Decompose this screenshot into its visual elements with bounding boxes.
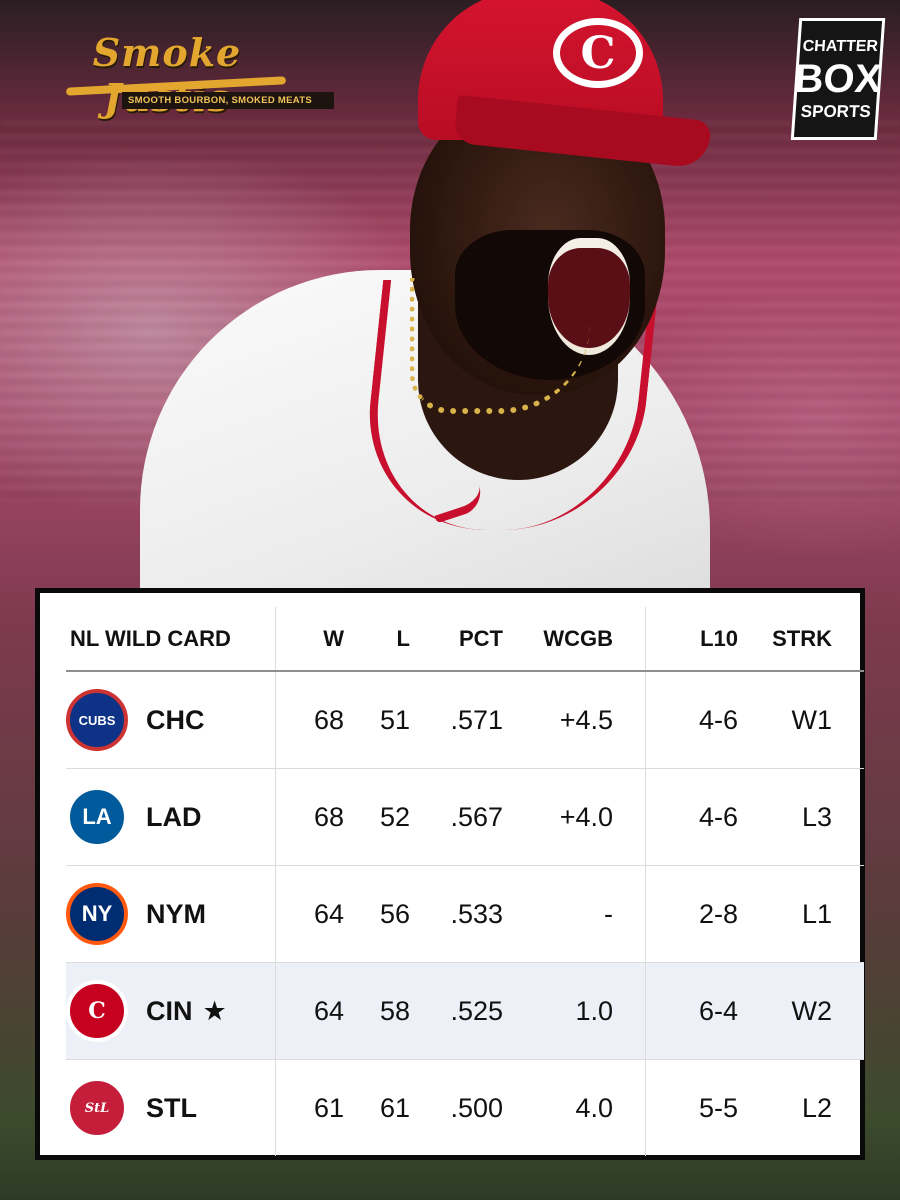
wcgb-cell: - [503,865,646,963]
dodgers-logo-icon: LA [66,786,128,848]
standings-card: NL WILD CARD W L PCT WCGB L10 STRK CUBS … [35,588,865,1160]
table-row: NY NYM 64 56 .533 - 2-8 L1 [66,865,864,963]
header-wcgb: WCGB [503,607,646,672]
header-pct: PCT [410,607,503,672]
l10-cell: 4-6 [645,671,738,769]
standings-table: NL WILD CARD W L PCT WCGB L10 STRK CUBS … [66,607,864,1156]
wins-cell: 61 [313,1092,344,1123]
wcgb-cell: 1.0 [503,962,646,1060]
reds-logo-icon: C [66,980,128,1042]
l10-cell: 4-6 [645,768,738,866]
team-cell: LA LAD [66,768,276,866]
brand-line-2: BOX [793,56,883,101]
losses-cell: 61 [379,1092,410,1123]
cubs-logo-icon: CUBS [66,689,128,751]
table-row: StL STL 61 61 .500 4.0 5-5 L2 [66,1059,864,1156]
mets-logo-icon: NY [66,883,128,945]
pct-cell: .525 [410,962,503,1060]
header-w: W [275,607,344,672]
team-cell: C CIN ★ [66,962,276,1060]
team-cell: NY NYM [66,865,276,963]
table-row-highlighted: C CIN ★ 64 58 .525 1.0 6-4 W2 [66,962,864,1060]
header-l: L [344,607,410,672]
table-row: LA LAD 68 52 .567 +4.0 4-6 L3 [66,768,864,866]
losses-cell: 56 [344,865,410,963]
team-abbr: STL [146,1092,197,1123]
cap-logo-icon: C [553,18,643,88]
team-cell: CUBS CHC [66,671,276,769]
sponsor-tagline: SMOOTH BOURBON, SMOKED MEATS [122,92,334,109]
pct-cell: .533 [410,865,503,963]
wins-cell: 64 [275,865,344,963]
team-abbr: LAD [146,801,202,832]
brand-line-3: SPORTS [800,101,872,121]
star-icon: ★ [202,995,227,1026]
header-l10: L10 [645,607,738,672]
team-abbr: CIN [146,995,193,1026]
losses-cell: 51 [344,671,410,769]
pct-cell: .567 [410,768,503,866]
standings-header-row: NL WILD CARD W L PCT WCGB L10 STRK [66,607,864,672]
team-abbr: CHC [146,704,205,735]
team-abbr: NYM [146,898,206,929]
pct-cell: .500 [450,1092,503,1123]
streak-cell: L3 [738,768,864,866]
streak-cell: W1 [738,671,864,769]
table-row: CUBS CHC 68 51 .571 +4.5 4-6 W1 [66,671,864,769]
gold-chain [410,278,590,414]
sponsor-logo: Smoke Justis SMOOTH BOURBON, SMOKED MEAT… [26,30,334,120]
streak-cell: L2 [801,1092,832,1123]
wcgb-cell: 4.0 [503,1059,646,1156]
brand-logo: CHATTER BOX SPORTS [790,18,886,140]
losses-cell: 52 [344,768,410,866]
wcgb-cell: +4.0 [503,768,646,866]
pct-cell: .571 [410,671,503,769]
wins-cell: 68 [275,671,344,769]
wins-cell: 68 [275,768,344,866]
team-cell: StL STL [66,1059,276,1156]
l10-cell: 5-5 [698,1092,738,1123]
brand-line-1: CHATTER [802,37,879,55]
wins-cell: 64 [275,962,344,1060]
losses-cell: 58 [344,962,410,1060]
header-strk: STRK [738,607,864,672]
streak-cell: W2 [738,962,864,1060]
header-team: NL WILD CARD [66,607,276,672]
l10-cell: 6-4 [645,962,738,1060]
streak-cell: L1 [738,865,864,963]
wcgb-cell: +4.5 [503,671,646,769]
cardinals-logo-icon: StL [66,1077,128,1139]
l10-cell: 2-8 [645,865,738,963]
